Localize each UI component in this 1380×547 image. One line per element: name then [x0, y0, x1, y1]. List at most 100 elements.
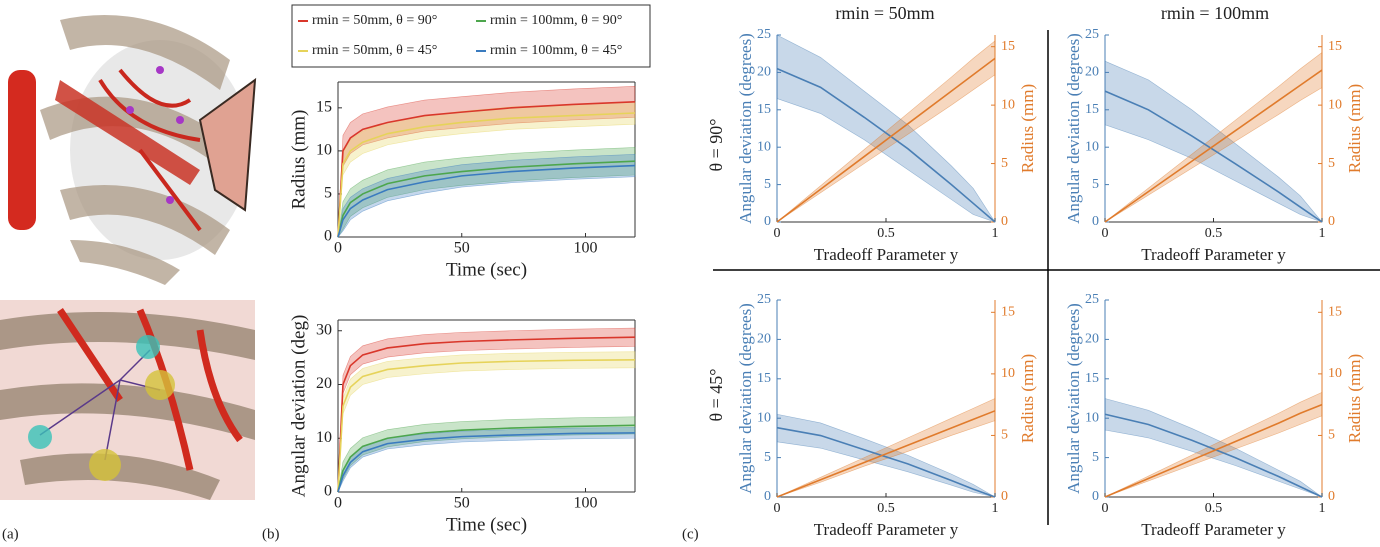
- row-header: θ = 90°: [706, 119, 726, 172]
- legend-label: rmin = 100mm, θ = 90°: [490, 13, 622, 28]
- x-tick-label: 0.5: [1205, 226, 1223, 241]
- y2-tick-label: 15: [1001, 39, 1015, 54]
- y2-tick-label: 0: [1328, 489, 1335, 504]
- y-tick-label: 25: [757, 27, 771, 42]
- band: [776, 398, 996, 498]
- series-line: [776, 410, 996, 498]
- y-tick-label: 15: [316, 99, 332, 116]
- series-line: [337, 424, 636, 493]
- band: [337, 351, 636, 493]
- x-axis-label: Tradeoff Parameter y: [1141, 245, 1286, 264]
- y2-tick-label: 0: [1001, 214, 1008, 229]
- y-tick-label: 25: [1085, 27, 1099, 42]
- y2-tick-label: 5: [1328, 156, 1335, 171]
- series-line: [776, 67, 996, 223]
- y2-tick-label: 10: [1328, 366, 1342, 381]
- series-line: [337, 101, 636, 238]
- render-top: [0, 0, 257, 290]
- y-tick-label: 15: [757, 371, 771, 386]
- x-tick-label: 0: [1102, 501, 1109, 516]
- y-tick-label: 0: [324, 483, 332, 500]
- x-axis-label: Tradeoff Parameter y: [1141, 520, 1286, 539]
- series-line: [337, 432, 636, 493]
- series-line: [337, 112, 636, 238]
- band: [1104, 391, 1323, 498]
- x-tick-label: 0.5: [1205, 501, 1223, 516]
- x-tick-label: 100: [574, 240, 598, 257]
- y-tick-label: 0: [1092, 489, 1099, 504]
- y-tick-label: 0: [764, 489, 771, 504]
- x-tick-label: 100: [574, 495, 598, 512]
- y2-axis-label: Radius (mm): [1345, 354, 1364, 443]
- legend-label: rmin = 50mm, θ = 90°: [312, 13, 437, 28]
- y-tick-label: 15: [1085, 371, 1099, 386]
- y-tick-label: 20: [757, 332, 771, 347]
- x-tick-label: 0: [774, 501, 781, 516]
- y2-tick-label: 15: [1001, 305, 1015, 320]
- y-axis-label: Angular deviation (degrees): [1064, 33, 1083, 224]
- x-axis-label: Time (sec): [446, 259, 527, 280]
- x-axis-label: Tradeoff Parameter y: [814, 245, 959, 264]
- y2-tick-label: 10: [1001, 366, 1015, 381]
- y-tick-label: 20: [316, 375, 332, 392]
- y-tick-label: 5: [764, 177, 771, 192]
- band: [776, 40, 996, 223]
- x-tick-label: 0: [774, 226, 781, 241]
- x-tick-label: 1: [1319, 226, 1326, 241]
- row-header: θ = 45°: [706, 369, 726, 422]
- y-tick-label: 20: [1085, 65, 1099, 80]
- y-tick-label: 25: [757, 292, 771, 307]
- y2-tick-label: 15: [1328, 305, 1342, 320]
- x-tick-label: 0: [1102, 226, 1109, 241]
- series-line: [776, 426, 996, 498]
- series-line: [1104, 90, 1323, 223]
- panel-label: (c): [682, 526, 699, 542]
- x-tick-label: 0: [334, 495, 342, 512]
- x-axis-label: Tradeoff Parameter y: [814, 520, 959, 539]
- y-tick-label: 30: [316, 321, 332, 338]
- y-tick-label: 10: [1085, 410, 1099, 425]
- y-tick-label: 10: [757, 410, 771, 425]
- y-tick-label: 20: [757, 65, 771, 80]
- y-tick-label: 0: [1092, 214, 1099, 229]
- y-tick-label: 5: [1092, 177, 1099, 192]
- y2-axis-label: Radius (mm): [1018, 84, 1037, 173]
- series-line: [337, 164, 636, 238]
- y-tick-label: 0: [764, 214, 771, 229]
- legend-label: rmin = 50mm, θ = 45°: [312, 43, 437, 58]
- y-axis-label: Radius (mm): [288, 110, 309, 210]
- x-tick-label: 1: [992, 226, 999, 241]
- y-tick-label: 5: [764, 450, 771, 465]
- series-line: [1104, 403, 1323, 498]
- y2-tick-label: 5: [1001, 428, 1008, 443]
- y-tick-label: 10: [757, 139, 771, 154]
- y-tick-label: 15: [1085, 102, 1099, 117]
- y-axis-label: Angular deviation (degrees): [736, 303, 755, 494]
- panel-label: (a): [2, 526, 19, 542]
- x-tick-label: 1: [992, 501, 999, 516]
- series-line: [337, 160, 636, 238]
- y-tick-label: 10: [316, 429, 332, 446]
- y-tick-label: 5: [1092, 450, 1099, 465]
- x-axis-label: Time (sec): [446, 514, 527, 535]
- x-tick-label: 1: [1319, 501, 1326, 516]
- legend-box: [291, 4, 651, 68]
- y2-axis-label: Radius (mm): [1345, 84, 1364, 173]
- y-axis-label: Angular deviation (degrees): [736, 33, 755, 224]
- y-axis-label: Angular deviation (deg): [288, 315, 309, 498]
- y-tick-label: 5: [324, 185, 332, 202]
- render-bottom: [0, 300, 255, 500]
- y2-tick-label: 0: [1001, 489, 1008, 504]
- x-tick-label: 0.5: [877, 226, 895, 241]
- y2-tick-label: 0: [1328, 214, 1335, 229]
- band: [337, 154, 636, 239]
- y-tick-label: 20: [1085, 332, 1099, 347]
- column-header: rmin = 50mm: [835, 3, 934, 23]
- series-line: [1104, 413, 1323, 498]
- x-tick-label: 50: [454, 240, 470, 257]
- series-line: [337, 336, 636, 493]
- y-tick-label: 10: [316, 142, 332, 159]
- y-tick-label: 0: [324, 228, 332, 245]
- y2-tick-label: 10: [1001, 97, 1015, 112]
